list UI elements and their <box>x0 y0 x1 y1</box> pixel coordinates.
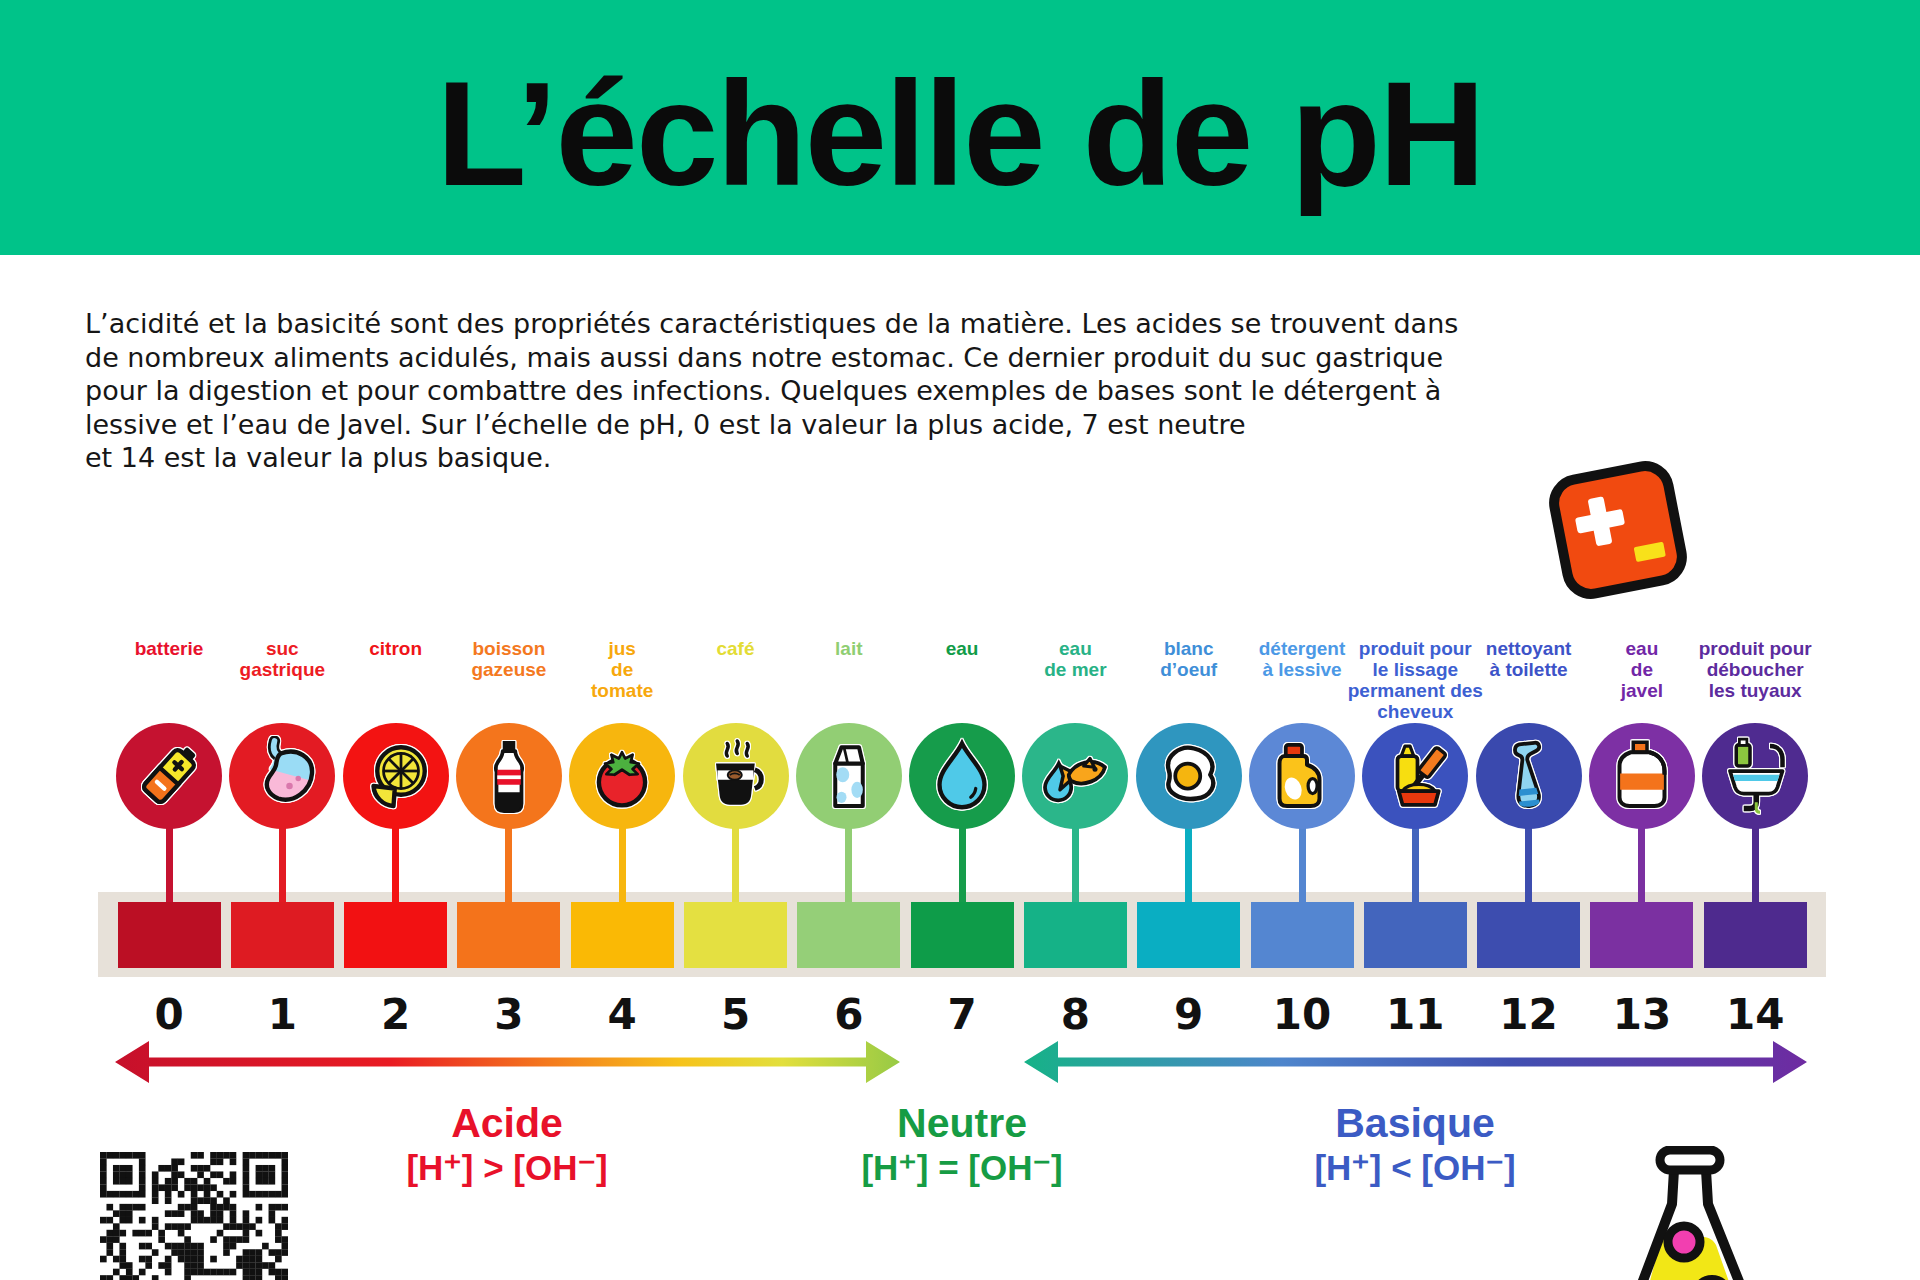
ph-block <box>911 902 1014 968</box>
ph-number: 11 <box>1370 994 1460 1036</box>
hair-product-icon <box>1362 723 1468 829</box>
stem-line <box>1299 827 1306 904</box>
ph-number: 14 <box>1710 994 1800 1036</box>
stem-line <box>166 827 173 904</box>
ph-block <box>1364 902 1467 968</box>
ph-block <box>1137 902 1240 968</box>
region-formula-basique: [H⁺] < [OH⁻] <box>1314 1148 1515 1188</box>
detergent-icon <box>1249 723 1355 829</box>
region-name-neutre: Neutre <box>897 1100 1027 1147</box>
ph-number: 5 <box>691 994 781 1036</box>
ph-number: 2 <box>351 994 441 1036</box>
ph-number: 9 <box>1144 994 1234 1036</box>
stem-line <box>1525 827 1532 904</box>
stem-line <box>1412 827 1419 904</box>
stem-line <box>279 827 286 904</box>
page-title: L’échelle de pH <box>436 49 1483 219</box>
ph-number: 8 <box>1030 994 1120 1036</box>
ph-number: 13 <box>1597 994 1687 1036</box>
ph-number: 7 <box>917 994 1007 1036</box>
stem-line <box>505 827 512 904</box>
ph-block <box>571 902 674 968</box>
ph-block <box>344 902 447 968</box>
erlenmeyer-flask-icon <box>1628 1146 1756 1280</box>
tomato-icon <box>569 723 675 829</box>
ph-number: 1 <box>237 994 327 1036</box>
header-banner: L’échelle de pH <box>0 0 1920 255</box>
ph-block <box>1477 902 1580 968</box>
ph-item-label: produit pour déboucher les tuyaux <box>1665 638 1845 701</box>
ph-block <box>1024 902 1127 968</box>
stem-line <box>732 827 739 904</box>
stem-line <box>1638 827 1645 904</box>
ph-block <box>1590 902 1693 968</box>
stem-line <box>392 827 399 904</box>
ph-number: 6 <box>804 994 894 1036</box>
fish-icon <box>1022 723 1128 829</box>
soda-bottle-icon <box>456 723 562 829</box>
ph-block <box>231 902 334 968</box>
battery-icon <box>116 723 222 829</box>
coffee-icon <box>683 723 789 829</box>
plus-minus-battery-icon <box>1538 450 1698 614</box>
acide-arrow <box>115 1040 900 1084</box>
ph-block <box>684 902 787 968</box>
basique-arrow <box>1024 1040 1807 1084</box>
stem-line <box>619 827 626 904</box>
ph-number: 10 <box>1257 994 1347 1036</box>
stomach-icon <box>229 723 335 829</box>
lemon-icon <box>343 723 449 829</box>
region-name-basique: Basique <box>1335 1100 1495 1147</box>
ph-block <box>118 902 221 968</box>
ph-number: 0 <box>124 994 214 1036</box>
region-name-acide: Acide <box>451 1100 563 1147</box>
milk-icon <box>796 723 902 829</box>
ph-block <box>457 902 560 968</box>
intro-paragraph: L’acidité et la basicité sont des propri… <box>85 307 1685 475</box>
ph-block <box>1704 902 1807 968</box>
stem-line <box>1072 827 1079 904</box>
poster: L’échelle de pH L’acidité et la basicité… <box>0 0 1920 1280</box>
water-drop-icon <box>909 723 1015 829</box>
qr-code-icon <box>100 1152 288 1280</box>
ph-number: 12 <box>1484 994 1574 1036</box>
stem-line <box>959 827 966 904</box>
ph-number: 3 <box>464 994 554 1036</box>
ph-block <box>1251 902 1354 968</box>
bleach-icon <box>1589 723 1695 829</box>
stem-line <box>1752 827 1759 904</box>
stem-line <box>845 827 852 904</box>
ph-number: 4 <box>577 994 667 1036</box>
ph-block <box>797 902 900 968</box>
toilet-cleaner-icon <box>1476 723 1582 829</box>
region-formula-acide: [H⁺] > [OH⁻] <box>406 1148 607 1188</box>
fried-egg-icon <box>1136 723 1242 829</box>
stem-line <box>1185 827 1192 904</box>
drain-opener-icon <box>1702 723 1808 829</box>
region-formula-neutre: [H⁺] = [OH⁻] <box>861 1148 1062 1188</box>
